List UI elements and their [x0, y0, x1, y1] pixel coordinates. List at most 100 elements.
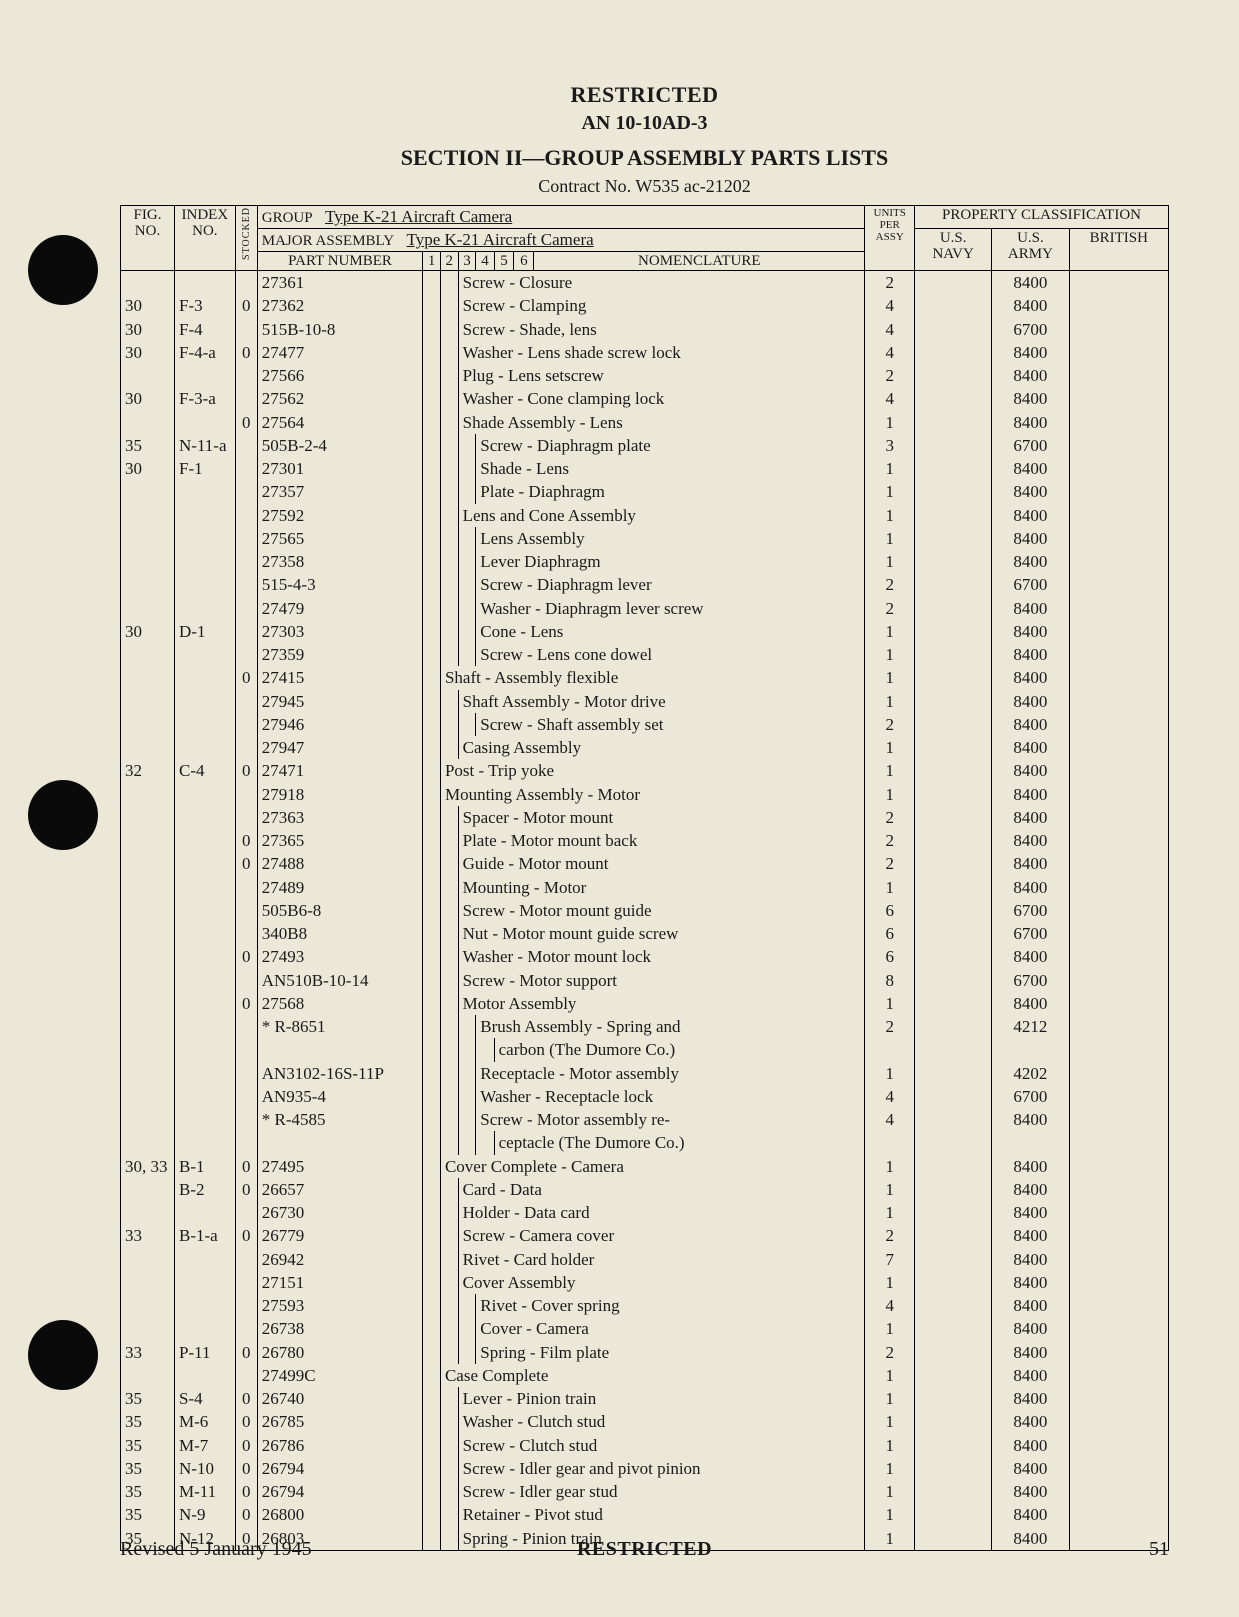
cell-navy — [915, 1085, 992, 1108]
cell-nomenclature: Screw - Diaphragm lever — [476, 573, 865, 596]
cell-index — [175, 1038, 236, 1061]
cell-nomenclature: Case Complete — [440, 1364, 864, 1387]
cell-units: 2 — [865, 1341, 915, 1364]
cell-stocked: 0 — [235, 945, 257, 968]
cell-stocked — [235, 690, 257, 713]
cell-nomenclature: Lens Assembly — [476, 527, 865, 550]
cell-indent — [423, 411, 441, 434]
cell-british — [1069, 1038, 1168, 1061]
parts-list-table: FIG. NO. INDEX NO. STOCKED GROUP Type K-… — [120, 205, 1169, 1551]
cell-index: P-11 — [175, 1341, 236, 1364]
cell-indent — [423, 318, 441, 341]
table-row: B-2026657Card - Data18400 — [121, 1178, 1169, 1201]
cell-units: 1 — [865, 876, 915, 899]
cell-indent — [440, 1341, 458, 1364]
cell-stocked: 0 — [235, 1480, 257, 1503]
col-army: U.S. ARMY — [992, 228, 1069, 271]
cell-part-number — [257, 1131, 423, 1154]
cell-indent — [423, 434, 441, 457]
cell-part-number: 27479 — [257, 597, 423, 620]
cell-units: 2 — [865, 852, 915, 875]
cell-indent — [440, 899, 458, 922]
cell-indent — [423, 1224, 441, 1247]
cell-british — [1069, 1341, 1168, 1364]
cell-british — [1069, 759, 1168, 782]
cell-nomenclature: Washer - Diaphragm lever screw — [476, 597, 865, 620]
cell-british — [1069, 1178, 1168, 1201]
cell-fig — [121, 480, 175, 503]
cell-indent — [423, 1155, 441, 1178]
cell-fig: 30 — [121, 318, 175, 341]
cell-part-number: 27361 — [257, 271, 423, 295]
cell-indent — [440, 1317, 458, 1340]
cell-units: 1 — [865, 527, 915, 550]
cell-nomenclature: Screw - Idler gear and pivot pinion — [458, 1457, 865, 1480]
cell-british — [1069, 457, 1168, 480]
cell-stocked — [235, 1364, 257, 1387]
col-indent-2: 2 — [440, 251, 458, 271]
cell-indent — [440, 1457, 458, 1480]
cell-index: B-1 — [175, 1155, 236, 1178]
cell-army: 8400 — [992, 294, 1069, 317]
cell-indent — [423, 643, 441, 666]
table-row: 27593Rivet - Cover spring48400 — [121, 1294, 1169, 1317]
cell-index: F-3 — [175, 294, 236, 317]
cell-british — [1069, 364, 1168, 387]
table-row: 30F-127301Shade - Lens18400 — [121, 457, 1169, 480]
cell-stocked: 0 — [235, 1224, 257, 1247]
cell-army: 8400 — [992, 1410, 1069, 1433]
cell-indent — [423, 1434, 441, 1457]
cell-army: 8400 — [992, 271, 1069, 295]
cell-units: 1 — [865, 1364, 915, 1387]
cell-stocked — [235, 573, 257, 596]
cell-navy — [915, 1015, 992, 1038]
cell-index — [175, 1108, 236, 1131]
cell-units: 2 — [865, 1015, 915, 1038]
cell-part-number: AN510B-10-14 — [257, 969, 423, 992]
cell-fig: 35 — [121, 1434, 175, 1457]
cell-stocked — [235, 713, 257, 736]
cell-indent — [423, 1131, 441, 1154]
cell-part-number: 27946 — [257, 713, 423, 736]
cell-indent — [440, 1038, 458, 1061]
cell-nomenclature: Screw - Clamping — [458, 294, 865, 317]
cell-part-number: 26780 — [257, 1341, 423, 1364]
cell-index: M-7 — [175, 1434, 236, 1457]
cell-index — [175, 806, 236, 829]
col-indent-1: 1 — [423, 251, 441, 271]
cell-fig — [121, 411, 175, 434]
cell-indent — [440, 411, 458, 434]
cell-nomenclature: Spring - Film plate — [476, 1341, 865, 1364]
cell-nomenclature: Screw - Motor support — [458, 969, 865, 992]
cell-index — [175, 1085, 236, 1108]
cell-indent — [440, 341, 458, 364]
cell-nomenclature: Plate - Motor mount back — [458, 829, 865, 852]
cell-part-number: 27593 — [257, 1294, 423, 1317]
cell-units: 1 — [865, 620, 915, 643]
cell-indent — [440, 597, 458, 620]
cell-nomenclature: Cone - Lens — [476, 620, 865, 643]
cell-stocked — [235, 876, 257, 899]
cell-part-number: 27477 — [257, 341, 423, 364]
cell-fig — [121, 736, 175, 759]
cell-nomenclature: Shaft - Assembly flexible — [440, 666, 864, 689]
cell-indent — [440, 364, 458, 387]
cell-units: 1 — [865, 411, 915, 434]
cell-part-number: 27947 — [257, 736, 423, 759]
cell-british — [1069, 690, 1168, 713]
cell-fig — [121, 829, 175, 852]
cell-indent — [440, 1108, 458, 1131]
cell-part-number: 505B-2-4 — [257, 434, 423, 457]
cell-navy — [915, 690, 992, 713]
cell-index: N-11-a — [175, 434, 236, 457]
cell-indent — [440, 1387, 458, 1410]
cell-british — [1069, 573, 1168, 596]
cell-navy — [915, 666, 992, 689]
cell-nomenclature: Motor Assembly — [458, 992, 865, 1015]
classification-top: RESTRICTED — [120, 80, 1169, 110]
cell-indent — [440, 806, 458, 829]
cell-index — [175, 713, 236, 736]
cell-indent — [423, 387, 441, 410]
cell-fig — [121, 1248, 175, 1271]
table-row: 35M-11026794Screw - Idler gear stud18400 — [121, 1480, 1169, 1503]
